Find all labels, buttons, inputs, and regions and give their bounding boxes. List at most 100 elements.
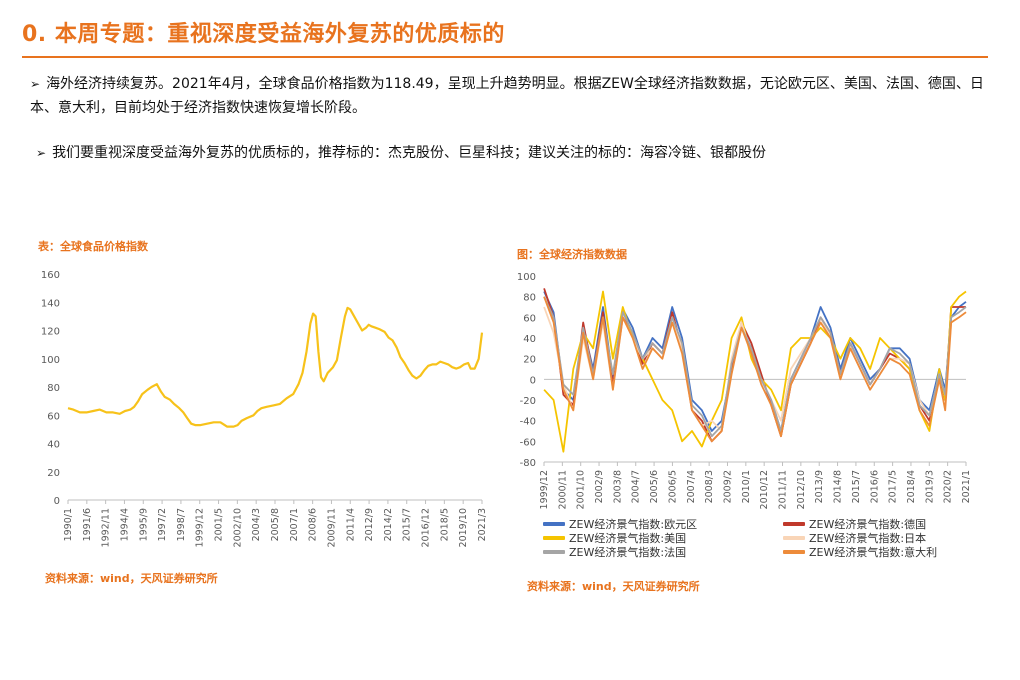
y-tick-label: 60	[523, 313, 536, 324]
x-tick-label: 2008/3	[704, 470, 715, 503]
x-tick-label: 2018/5	[439, 508, 450, 541]
legend-label: ZEW经济景气指数:美国	[569, 532, 687, 545]
x-tick-label: 2016/12	[421, 508, 432, 547]
series-line-2	[543, 290, 967, 453]
legend-label: ZEW经济景气指数:日本	[809, 532, 927, 545]
series-line-0	[67, 306, 484, 428]
y-tick-label: 100	[41, 355, 60, 366]
x-tick-label: 1997/2	[157, 508, 168, 541]
x-tick-label: 2009/11	[326, 508, 337, 547]
y-tick-label: 40	[47, 440, 60, 451]
legend-swatch	[543, 536, 565, 540]
y-tick-label: 60	[47, 411, 60, 422]
legend-label: ZEW经济景气指数:意大利	[809, 546, 938, 559]
x-tick-label: 1998/7	[176, 508, 187, 541]
x-tick-label: 2017/5	[888, 470, 899, 503]
x-tick-label: 2019/3	[924, 470, 935, 503]
x-tick-label: 2015/7	[402, 508, 413, 541]
x-tick-label: 2002/9	[594, 470, 605, 503]
x-tick-label: 2001/5	[214, 508, 225, 541]
y-tick-label: 0	[54, 496, 60, 507]
x-tick-label: 2007/4	[686, 470, 697, 503]
food-chart-title: 表：全球食品价格指数	[38, 240, 148, 253]
x-tick-label: 1995/9	[138, 508, 149, 541]
bullet-economy-recovery: ➢ 海外经济持续复苏。2021年4月，全球食品价格指数为118.49，呈现上升趋势…	[30, 72, 990, 120]
x-tick-label: 2002/10	[232, 508, 243, 547]
x-tick-label: 1990/1	[63, 508, 74, 541]
y-tick-label: -40	[520, 417, 536, 428]
y-tick-label: -80	[520, 458, 536, 469]
x-tick-label: 2004/7	[631, 470, 642, 503]
legend-item: ZEW经济景气指数:日本	[783, 530, 926, 546]
x-tick-label: 2007/1	[289, 508, 300, 541]
x-tick-label: 2005/8	[270, 508, 281, 541]
legend-swatch	[783, 550, 805, 554]
x-tick-label: 1991/6	[82, 508, 93, 541]
x-tick-label: 2021/1	[961, 470, 972, 503]
y-tick-label: 20	[47, 468, 60, 479]
x-tick-label: 2009/2	[722, 470, 733, 503]
x-tick-label: 2019/10	[458, 508, 469, 547]
x-tick-label: 1999/12	[539, 470, 550, 509]
x-tick-label: 2014/8	[833, 470, 844, 503]
series-line-4	[543, 296, 967, 438]
x-tick-label: 2004/3	[251, 508, 262, 541]
page-title: 0. 本周专题：重视深度受益海外复苏的优质标的	[22, 22, 505, 47]
x-tick-label: 1992/11	[101, 508, 112, 547]
legend-label: ZEW经济景气指数:德国	[809, 518, 927, 531]
x-tick-label: 2012/9	[364, 508, 375, 541]
bullet-arrow-icon: ➢	[30, 77, 41, 91]
y-tick-label: 40	[523, 334, 536, 345]
food-price-chart: 0 20 40 60 80 100 120 140 160 1990/1 1991/6 1992/11…	[41, 270, 488, 547]
y-tick-label: -20	[520, 396, 536, 407]
legend-label: ZEW经济景气指数:法国	[569, 546, 687, 559]
title-divider	[22, 56, 988, 58]
x-tick-label: 2000/11	[557, 470, 568, 509]
y-tick-label: 0	[530, 375, 536, 386]
y-tick-label: 80	[47, 383, 60, 394]
x-tick-label: 2014/2	[383, 508, 394, 541]
y-tick-label: 140	[41, 298, 60, 309]
x-tick-label: 2011/4	[345, 508, 356, 541]
bullet-arrow-icon: ➢	[36, 146, 47, 160]
bullet-text: 海外经济持续复苏。2021年4月，全球食品价格指数为118.49，呈现上升趋势明…	[30, 76, 984, 116]
x-tick-label: 1994/4	[119, 508, 130, 541]
bullet-text: 我们要重视深度受益海外复苏的优质标的，推荐标的：杰克股份、巨星科技；建议关注的标…	[52, 145, 767, 161]
x-tick-label: 2010/12	[759, 470, 770, 509]
x-tick-label: 2011/11	[778, 470, 789, 509]
x-tick-label: 2003/8	[612, 470, 623, 503]
x-tick-label: 2012/10	[796, 470, 807, 509]
food-chart-source: 资料来源：wind，天风证券研究所	[45, 572, 218, 585]
y-tick-label: 20	[523, 355, 536, 366]
x-tick-label: 2021/3	[477, 508, 488, 541]
x-tick-label: 1999/12	[195, 508, 206, 547]
zew-chart-title: 图：全球经济指数数据	[517, 248, 627, 261]
y-tick-label: 100	[517, 272, 536, 283]
legend-item: ZEW经济景气指数:德国	[783, 516, 926, 532]
x-tick-label: 2015/7	[851, 470, 862, 503]
zew-chart-source: 资料来源：wind，天风证券研究所	[527, 580, 700, 593]
legend-item: ZEW经济景气指数:意大利	[783, 544, 937, 560]
x-tick-label: 2001/10	[576, 470, 587, 509]
series-line-5	[543, 296, 967, 443]
bullet-recommendation: ➢ 我们要重视深度受益海外复苏的优质标的，推荐标的：杰克股份、巨星科技；建议关注的…	[36, 141, 986, 165]
legend-swatch	[783, 536, 805, 540]
x-tick-label: 2008/6	[308, 508, 319, 541]
y-tick-label: -60	[520, 437, 536, 448]
x-tick-label: 2006/5	[667, 470, 678, 503]
y-tick-label: 160	[41, 270, 60, 281]
legend-item: ZEW经济景气指数:法国	[543, 544, 686, 560]
legend-item: ZEW经济景气指数:欧元区	[543, 516, 697, 532]
legend-swatch	[543, 550, 565, 554]
x-tick-label: 2018/4	[906, 470, 917, 503]
zew-index-chart: -80 -60 -40 -20 0 20 40 60 80 100 1999/12 2000/11 20…	[517, 272, 972, 509]
legend-item: ZEW经济景气指数:美国	[543, 530, 686, 546]
y-tick-label: 80	[523, 293, 536, 304]
y-tick-label: 120	[41, 327, 60, 338]
legend-swatch	[783, 522, 805, 526]
x-tick-label: 2020/2	[943, 470, 954, 503]
x-tick-label: 2013/9	[814, 470, 825, 503]
legend-swatch	[543, 522, 565, 526]
x-tick-label: 2005/6	[649, 470, 660, 503]
legend-label: ZEW经济景气指数:欧元区	[569, 518, 698, 531]
